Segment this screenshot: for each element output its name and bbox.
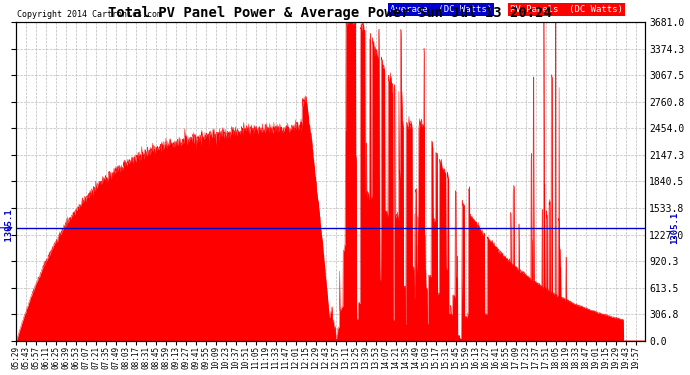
Text: Copyright 2014 Cartronics.com: Copyright 2014 Cartronics.com [17, 10, 162, 19]
Text: Average  (DC Watts): Average (DC Watts) [390, 5, 492, 14]
Text: 1305.1: 1305.1 [6, 209, 14, 247]
Text: 1305.1: 1305.1 [670, 211, 679, 244]
Text: PV Panels  (DC Watts): PV Panels (DC Watts) [510, 5, 622, 14]
Title: Total PV Panel Power & Average Power Sun Jul 13 20:24: Total PV Panel Power & Average Power Sun… [108, 6, 552, 20]
Text: 1305.1: 1305.1 [0, 211, 12, 244]
